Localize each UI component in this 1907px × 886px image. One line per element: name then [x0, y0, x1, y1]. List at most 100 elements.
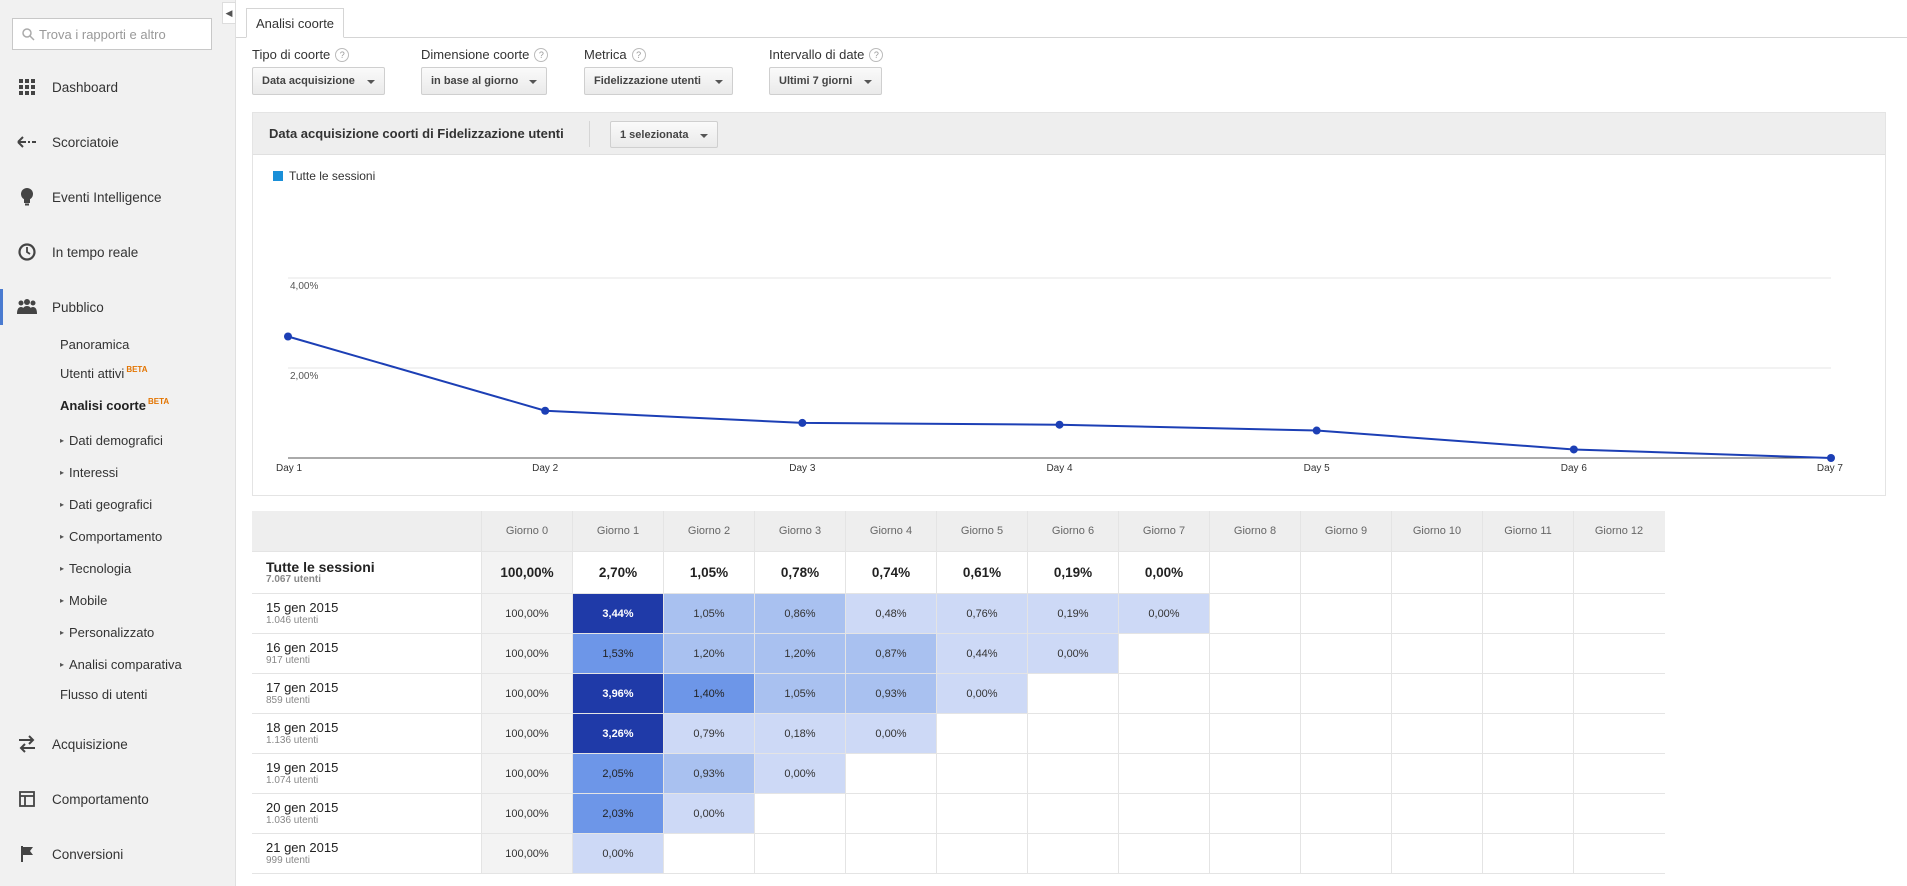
date-range-dropdown[interactable]: Ultimi 7 giorni — [769, 67, 882, 95]
retention-cell: 100,00% — [481, 634, 572, 673]
row-label-users: 1.136 utenti — [266, 735, 319, 746]
empty-cell — [1482, 674, 1573, 713]
column-header: Giorno 9 — [1300, 511, 1391, 551]
empty-cell — [1573, 634, 1664, 673]
help-icon[interactable]: ? — [335, 47, 350, 62]
help-icon[interactable]: ? — [631, 47, 646, 62]
total-cell: 0,61% — [936, 552, 1027, 593]
row-label[interactable]: 16 gen 2015 917 utenti — [252, 634, 481, 673]
nav-sub-mobile[interactable]: ▸ Mobile — [60, 590, 107, 610]
search-box[interactable] — [12, 18, 212, 50]
expand-caret-icon: ▸ — [60, 531, 65, 541]
nav-conversioni[interactable]: Conversioni — [0, 836, 236, 872]
empty-cell — [1209, 674, 1300, 713]
nav-pubblico[interactable]: Pubblico — [0, 289, 236, 325]
empty-cell — [1209, 594, 1300, 633]
empty-cell — [1300, 674, 1391, 713]
total-cell: 0,78% — [754, 552, 845, 593]
column-header: Giorno 11 — [1482, 511, 1573, 551]
people-icon — [17, 297, 37, 317]
nav-eventi-intelligence[interactable]: Eventi Intelligence — [0, 179, 236, 215]
nav-sub-comportamento[interactable]: ▸ Comportamento — [60, 526, 162, 546]
collapse-sidebar-button[interactable]: ◀ — [222, 2, 236, 24]
retention-cell: 2,03% — [572, 794, 663, 833]
row-label[interactable]: 21 gen 2015 999 utenti — [252, 834, 481, 873]
chart-legend[interactable]: Tutte le sessioni — [273, 169, 375, 183]
nav-sub-label: Analisi comparativa — [69, 656, 182, 672]
nav-sub-personalizzato[interactable]: ▸ Personalizzato — [60, 622, 154, 642]
retention-cell: 100,00% — [481, 714, 572, 753]
retention-cell: 3,44% — [572, 594, 663, 633]
retention-cell: 0,87% — [845, 634, 936, 673]
nav-scorciatoie[interactable]: Scorciatoie — [0, 124, 236, 160]
tab-analisi-coorte[interactable]: Analisi coorte — [246, 8, 345, 38]
nav-sub-tecnologia[interactable]: ▸ Tecnologia — [60, 558, 131, 578]
lightbulb-icon — [17, 187, 37, 207]
empty-cell — [1027, 754, 1118, 793]
nav-sub-interessi[interactable]: ▸ Interessi — [60, 462, 118, 482]
nav-sub-utenti-attivi[interactable]: Utenti attivi BETA — [60, 363, 148, 383]
nav-sub-dati-demografici[interactable]: ▸ Dati demografici — [60, 430, 163, 450]
nav-dashboard[interactable]: Dashboard — [0, 69, 236, 105]
retention-cell: 1,53% — [572, 634, 663, 673]
retention-cell: 1,05% — [663, 594, 754, 633]
empty-cell — [1300, 714, 1391, 753]
nav-sub-analisi-comparativa[interactable]: ▸ Analisi comparativa — [60, 654, 182, 674]
nav-sub-dati-geografici[interactable]: ▸ Dati geografici — [60, 494, 152, 514]
chart-header: Data acquisizione coorti di Fidelizzazio… — [253, 113, 1885, 155]
row-label-date: 15 gen 2015 — [266, 600, 339, 615]
tab-bar: Analisi coorte — [236, 0, 1907, 38]
total-cell: 100,00% — [481, 552, 572, 593]
nav-sub-label: Dati geografici — [69, 496, 153, 512]
retention-cell: 100,00% — [481, 754, 572, 793]
retention-cell: 0,93% — [845, 674, 936, 713]
dropdown-value: 1 selezionata — [620, 128, 689, 141]
row-label-date: 16 gen 2015 — [266, 640, 339, 655]
series-line — [287, 335, 1832, 459]
row-label-date: 21 gen 2015 — [266, 840, 339, 855]
empty-cell — [1482, 714, 1573, 753]
row-label[interactable]: 17 gen 2015 859 utenti — [252, 674, 481, 713]
nav-in-tempo-reale[interactable]: In tempo reale — [0, 234, 236, 270]
help-icon[interactable]: ? — [534, 47, 549, 62]
retention-cell: 0,79% — [663, 714, 754, 753]
expand-caret-icon: ▸ — [60, 627, 65, 637]
retention-cell: 0,19% — [1027, 594, 1118, 633]
dropdown-arrow-icon — [529, 80, 537, 84]
empty-cell — [1118, 674, 1209, 713]
empty-cell — [1391, 714, 1482, 753]
nav-sub-analisi-coorte[interactable]: Analisi coorte BETA — [60, 395, 169, 415]
row-label[interactable]: 18 gen 2015 1.136 utenti — [252, 714, 481, 753]
legend-label: Tutte le sessioni — [289, 169, 376, 183]
cohort-selector-dropdown[interactable]: 1 selezionata — [610, 121, 718, 148]
nav-label: Eventi Intelligence — [52, 189, 162, 205]
search-input[interactable] — [39, 26, 209, 42]
retention-cell: 0,44% — [936, 634, 1027, 673]
nav-sub-flusso-di-utenti[interactable]: Flusso di utenti — [60, 684, 147, 704]
row-label[interactable]: 20 gen 2015 1.036 utenti — [252, 794, 481, 833]
nav-label: In tempo reale — [52, 244, 139, 260]
nav-label: Dashboard — [52, 79, 119, 95]
help-icon[interactable]: ? — [869, 47, 884, 62]
nav-acquisizione[interactable]: Acquisizione — [0, 726, 236, 762]
data-point — [1055, 420, 1064, 429]
data-point — [1312, 426, 1321, 435]
column-header: Giorno 7 — [1118, 511, 1209, 551]
empty-cell — [845, 834, 936, 873]
row-label-users: 7.067 utenti — [266, 574, 322, 585]
expand-caret-icon: ▸ — [60, 563, 65, 573]
table-row: 18 gen 2015 1.136 utenti 100,00% 3,26% 0,79%… — [252, 714, 1665, 754]
nav-comportamento[interactable]: Comportamento — [0, 781, 236, 817]
cohort-type-dropdown[interactable]: Data acquisizione — [252, 67, 385, 95]
metric-dropdown[interactable]: Fidelizzazione utenti — [584, 67, 733, 95]
x-tick-label: Day 2 — [532, 463, 559, 474]
row-label[interactable]: 19 gen 2015 1.074 utenti — [252, 754, 481, 793]
nav-sub-panoramica[interactable]: Panoramica — [60, 334, 129, 354]
cohort-size-dropdown[interactable]: in base al giorno — [421, 67, 547, 95]
x-tick-label: Day 4 — [1046, 463, 1073, 474]
table-total-row: Tutte le sessioni 7.067 utenti 100,00% 2,70… — [252, 552, 1665, 594]
total-cell: 0,74% — [845, 552, 936, 593]
retention-cell: 0,86% — [754, 594, 845, 633]
retention-cell: 1,20% — [663, 634, 754, 673]
row-label[interactable]: 15 gen 2015 1.046 utenti — [252, 594, 481, 633]
